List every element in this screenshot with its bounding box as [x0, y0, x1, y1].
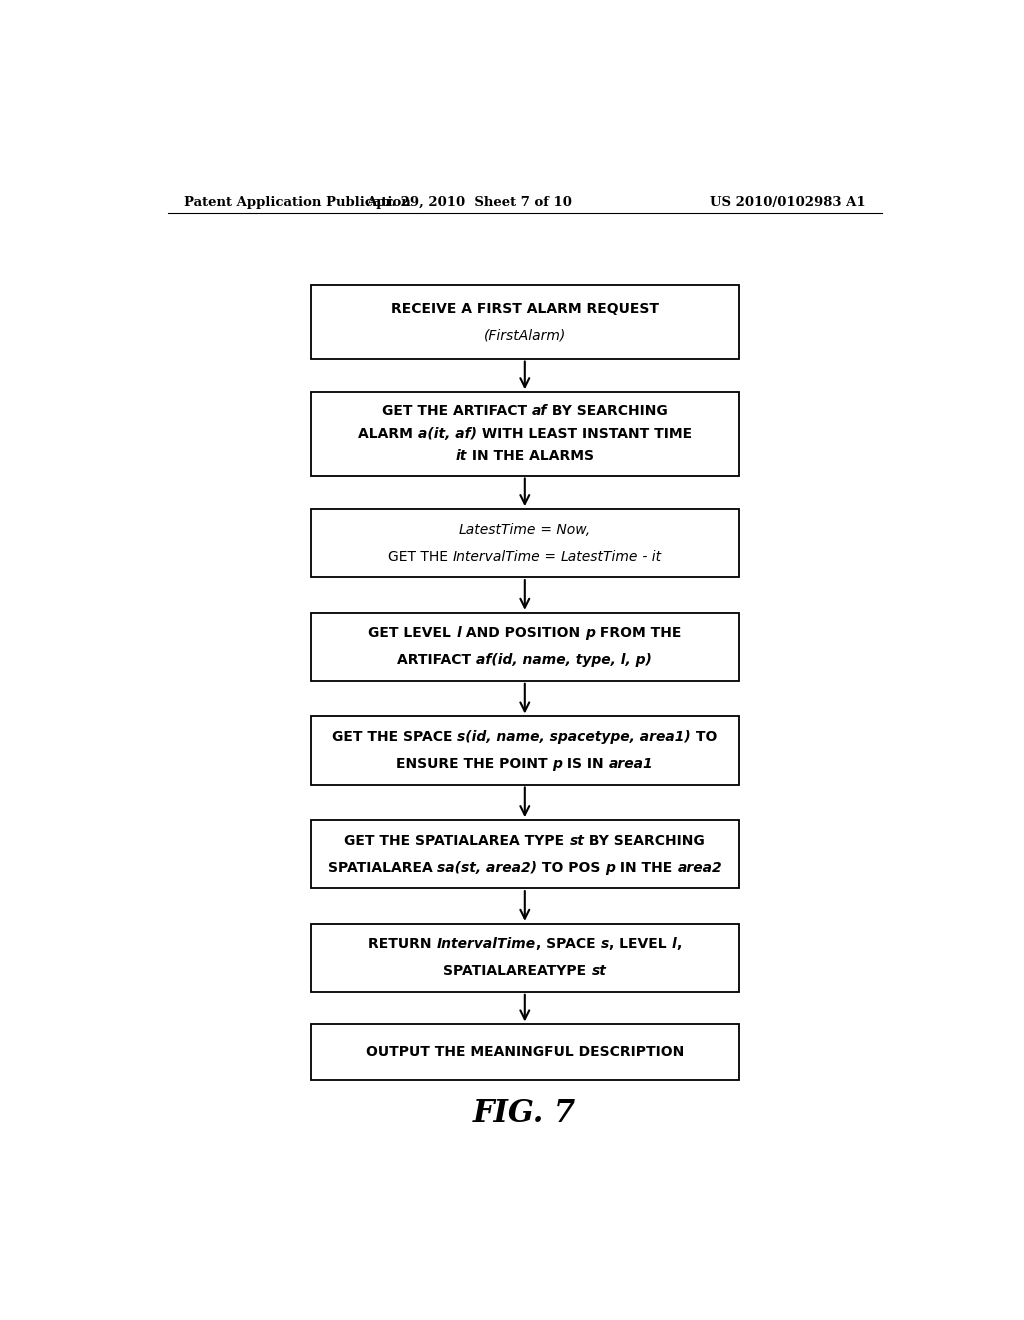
Text: - it: - it: [638, 549, 662, 564]
Text: BY SEARCHING: BY SEARCHING: [547, 404, 668, 418]
Text: =: =: [541, 549, 561, 564]
Text: s(id, name, spacetype, area1): s(id, name, spacetype, area1): [458, 730, 691, 744]
Text: LatestTime: LatestTime: [459, 523, 537, 537]
Text: IntervalTime: IntervalTime: [453, 549, 541, 564]
Bar: [310, 392, 739, 475]
Text: OUTPUT THE MEANINGFUL DESCRIPTION: OUTPUT THE MEANINGFUL DESCRIPTION: [366, 1045, 684, 1060]
Text: TO: TO: [691, 730, 718, 744]
Text: FROM THE: FROM THE: [595, 627, 681, 640]
Bar: [310, 285, 739, 359]
Bar: [310, 612, 739, 681]
Text: sa(st, area2): sa(st, area2): [437, 861, 538, 875]
Text: st: st: [592, 964, 606, 978]
Text: RETURN: RETURN: [369, 937, 437, 952]
Text: Apr. 29, 2010  Sheet 7 of 10: Apr. 29, 2010 Sheet 7 of 10: [367, 195, 572, 209]
Text: area2: area2: [678, 861, 722, 875]
Text: af(id, name, type, l, p): af(id, name, type, l, p): [476, 653, 652, 667]
Text: FIG. 7: FIG. 7: [473, 1098, 577, 1130]
Text: BY SEARCHING: BY SEARCHING: [585, 834, 706, 847]
Text: IN THE ALARMS: IN THE ALARMS: [467, 449, 594, 463]
Text: ARTIFACT: ARTIFACT: [397, 653, 476, 667]
Text: GET THE: GET THE: [388, 549, 453, 564]
Text: WITH LEAST INSTANT TIME: WITH LEAST INSTANT TIME: [476, 426, 692, 441]
Bar: [310, 510, 739, 577]
Bar: [310, 924, 739, 991]
Text: RECEIVE A FIRST ALARM REQUEST: RECEIVE A FIRST ALARM REQUEST: [391, 302, 658, 315]
Text: ,: ,: [676, 937, 681, 952]
Text: l: l: [671, 937, 676, 952]
Text: p: p: [605, 861, 615, 875]
Text: TO POS: TO POS: [538, 861, 605, 875]
Bar: [310, 717, 739, 784]
Text: SPATIALAREATYPE: SPATIALAREATYPE: [443, 964, 592, 978]
Text: st: st: [569, 834, 585, 847]
Text: p: p: [585, 627, 595, 640]
Text: US 2010/0102983 A1: US 2010/0102983 A1: [711, 195, 866, 209]
Text: SPATIALAREA: SPATIALAREA: [328, 861, 437, 875]
Text: GET THE SPATIALAREA TYPE: GET THE SPATIALAREA TYPE: [344, 834, 569, 847]
Text: a(it, af): a(it, af): [418, 426, 476, 441]
Text: af: af: [531, 404, 547, 418]
Text: (FirstAlarm): (FirstAlarm): [483, 329, 566, 342]
Text: s: s: [600, 937, 608, 952]
Text: LatestTime: LatestTime: [561, 549, 638, 564]
Text: = Now,: = Now,: [537, 523, 591, 537]
Bar: [310, 820, 739, 888]
Text: it: it: [456, 449, 467, 463]
Text: IS IN: IS IN: [562, 756, 609, 771]
Text: IN THE: IN THE: [615, 861, 678, 875]
Text: AND POSITION: AND POSITION: [461, 627, 585, 640]
Text: Patent Application Publication: Patent Application Publication: [183, 195, 411, 209]
Text: , LEVEL: , LEVEL: [608, 937, 671, 952]
Text: GET THE ARTIFACT: GET THE ARTIFACT: [382, 404, 531, 418]
Text: GET LEVEL: GET LEVEL: [369, 627, 456, 640]
Text: IntervalTime: IntervalTime: [437, 937, 536, 952]
Text: ALARM: ALARM: [357, 426, 418, 441]
Text: GET THE SPACE: GET THE SPACE: [332, 730, 458, 744]
Bar: [310, 1024, 739, 1080]
Text: area1: area1: [609, 756, 653, 771]
Text: ENSURE THE POINT: ENSURE THE POINT: [396, 756, 553, 771]
Text: l: l: [456, 627, 461, 640]
Text: , SPACE: , SPACE: [536, 937, 600, 952]
Text: p: p: [553, 756, 562, 771]
